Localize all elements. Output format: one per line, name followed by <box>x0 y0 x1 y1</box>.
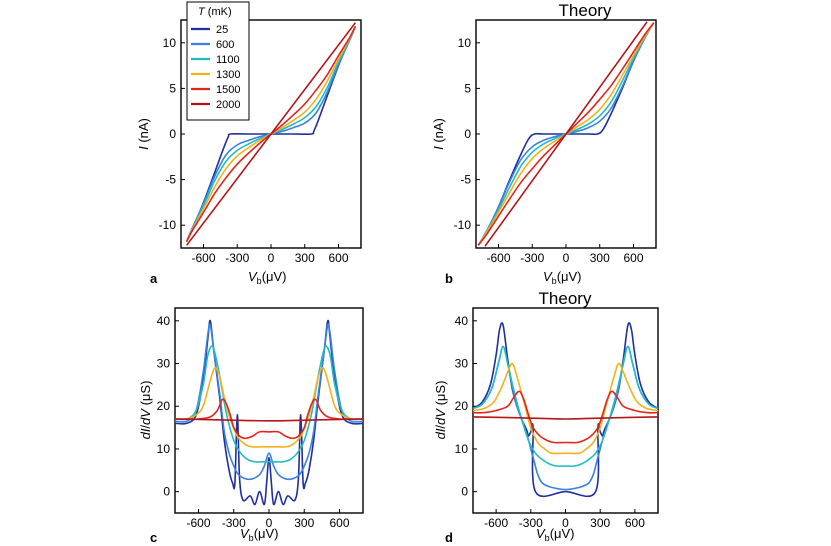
panel-b-ytick-label: 10 <box>458 36 472 50</box>
panel-c-series-1300 <box>175 366 363 448</box>
panel-c-series-1100 <box>175 345 363 463</box>
panel-c-xtick-label: 600 <box>329 516 349 530</box>
legend: T (mK) 25 600 1100 1300 1500 2000 <box>186 1 250 121</box>
panel-c-plot: -600 -300 0 300 600 0 10 20 30 40 <box>157 314 363 530</box>
legend-label-1300: 1300 <box>216 69 240 81</box>
panel-d-ytick-label: 20 <box>455 399 469 413</box>
panel-c-series-group <box>175 319 363 506</box>
panel-c-ytick-label: 0 <box>163 485 170 499</box>
panel-a-ytick-label: 10 <box>163 36 177 50</box>
panel-c-ylabel: dI/dV (μS) <box>138 381 153 440</box>
panel-a-xtick-label: 600 <box>328 251 348 265</box>
panel-c-series-1500 <box>175 398 363 440</box>
panel-d-frame <box>472 307 659 514</box>
panel-b-xtick-label: 0 <box>563 251 570 265</box>
legend-label-2000: 2000 <box>216 99 240 111</box>
panel-a-xtick-label: -300 <box>225 251 249 265</box>
panel-d-ytick-label: 10 <box>455 442 469 456</box>
panel-a-xlabel: Vb(μV) <box>248 269 287 286</box>
legend-box <box>186 1 250 121</box>
panel-a-ytick-label: -10 <box>159 218 177 232</box>
panel-d-xtick-label: -300 <box>519 516 543 530</box>
panel-c-ytick-label: 10 <box>157 442 171 456</box>
panel-b-ytick-label: 0 <box>464 127 471 141</box>
panel-b-ytick-label: 5 <box>464 81 471 95</box>
panel-d-series-1300 <box>473 362 658 455</box>
panel-d-series-1100 <box>473 345 658 467</box>
panel-d-series-2000 <box>473 416 658 420</box>
panel-c-ytick-label: 20 <box>157 399 171 413</box>
panel-d-letter: d <box>445 530 453 545</box>
panel-a-letter: a <box>150 271 158 286</box>
panel-c-xtick-label: 300 <box>294 516 314 530</box>
panel-a-ylabel: I (nA) <box>136 118 151 150</box>
panel-a-ytick-label: -5 <box>165 173 176 187</box>
panel-d-ytick-label: 0 <box>461 485 468 499</box>
panel-c-letter: c <box>150 530 157 545</box>
legend-label-600: 600 <box>216 39 234 51</box>
legend-label-1100: 1100 <box>216 54 240 66</box>
panel-b-ylabel: I (nA) <box>431 118 446 150</box>
panel-b-ytick-label: -5 <box>460 173 471 187</box>
panel-d-ylabel: dI/dV (μS) <box>433 381 448 440</box>
panel-b-series-group <box>477 21 655 247</box>
panel-a-plot: -600 -300 0 300 600 -10 -5 0 5 10 <box>159 22 357 265</box>
panel-d-series-1500 <box>473 390 658 444</box>
panel-b-xtick-label: 600 <box>623 251 643 265</box>
panel-c-ytick-label: 30 <box>157 357 171 371</box>
legend-label-1500: 1500 <box>216 84 240 96</box>
panel-c-xtick-label: -300 <box>222 516 246 530</box>
panel-b-xtick-label: -600 <box>486 251 510 265</box>
panel-b-letter: b <box>445 271 453 286</box>
panel-a-xtick-label: 0 <box>268 251 275 265</box>
panel-b-xtick-label: 300 <box>590 251 610 265</box>
panel-a: a Vb(μV) I (nA) T (mK) 25 600 1100 1300 1500… <box>136 1 362 286</box>
panel-c-xtick-label: 0 <box>266 516 273 530</box>
panel-d-xtick-label: 600 <box>625 516 645 530</box>
panel-c-ytick-label: 40 <box>157 314 171 328</box>
panel-d-series-group <box>473 322 658 498</box>
panel-d-ytick-label: 40 <box>455 314 469 328</box>
panel-a-ytick-label: 0 <box>169 127 176 141</box>
panel-d-plot: -600 -300 0 300 600 0 10 20 30 40 <box>455 314 658 530</box>
panel-d-title: Theory <box>539 289 592 308</box>
panel-d-xtick-label: -600 <box>484 516 508 530</box>
panel-b-xlabel: Vb(μV) <box>543 269 582 286</box>
panel-d-xtick-label: 0 <box>562 516 569 530</box>
panel-a-series-group <box>185 22 357 246</box>
panel-b-plot: -600 -300 0 300 600 -10 -5 0 5 10 <box>454 21 655 265</box>
panel-a-xtick-label: 300 <box>295 251 315 265</box>
panel-c-xtick-label: -600 <box>186 516 210 530</box>
panel-c-frame <box>174 307 364 514</box>
panel-d-xtick-label: 300 <box>590 516 610 530</box>
panel-c-xlabel: Vb(μV) <box>240 526 279 543</box>
panel-d-xlabel: Vb(μV) <box>536 526 575 543</box>
panel-c: c Vb(μV) dI/dV (μS) <box>138 307 364 545</box>
panel-c-series-600 <box>175 323 363 481</box>
panel-b-series-2000 <box>484 21 648 247</box>
panel-b-xtick-label: -300 <box>520 251 544 265</box>
panel-a-ytick-label: 5 <box>169 81 176 95</box>
panel-d-ytick-label: 30 <box>455 357 469 371</box>
panel-a-xtick-label: -600 <box>191 251 215 265</box>
panel-b-ytick-label: -10 <box>454 218 472 232</box>
panel-c-series-25 <box>175 319 363 506</box>
panel-b-title: Theory <box>559 1 612 20</box>
panel-d-series-25 <box>473 322 658 498</box>
legend-title: T (mK) <box>198 6 232 18</box>
panel-c-series-2000 <box>175 418 363 422</box>
legend-label-25: 25 <box>216 24 228 36</box>
panel-a-series-2000 <box>185 22 357 246</box>
